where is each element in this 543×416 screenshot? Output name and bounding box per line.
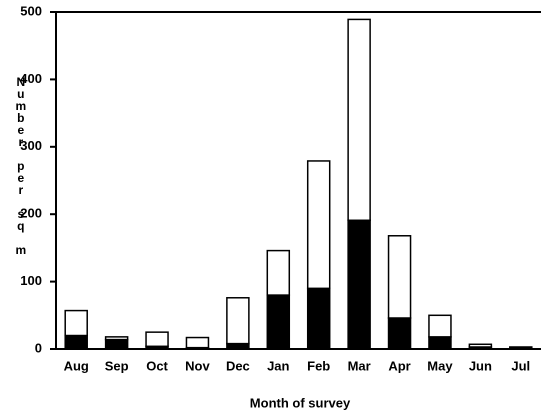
x-tick-label: Jul — [511, 358, 530, 373]
bar-segment — [64, 309, 88, 337]
y-axis-title: Number per sq m — [14, 75, 28, 255]
x-tick-label: Aug — [64, 358, 89, 373]
y-tick-label: 200 — [20, 206, 42, 221]
bar-segment — [387, 317, 412, 350]
x-tick-label: Dec — [226, 358, 250, 373]
bar-segment — [347, 219, 371, 350]
bar-segment — [266, 249, 291, 296]
bar-segment — [428, 314, 452, 338]
bar-segment — [104, 338, 129, 350]
bar-segment — [266, 294, 291, 350]
y-tick-label: 0 — [35, 340, 42, 355]
bar-segment — [185, 336, 210, 349]
bar-segment — [226, 342, 250, 350]
x-tick-label: Apr — [388, 358, 410, 373]
x-tick-label: Feb — [307, 358, 330, 373]
x-axis-title: Month of survey — [250, 395, 351, 410]
bar-segment — [145, 331, 169, 348]
bar-segment — [347, 18, 371, 222]
bar-segment — [104, 336, 129, 341]
bar-segment — [468, 343, 493, 348]
bar-segment — [306, 287, 331, 350]
y-tick-label: 500 — [20, 3, 42, 18]
bar-segment — [387, 235, 412, 319]
x-tick-label: Sep — [105, 358, 129, 373]
x-tick-label: Oct — [146, 358, 168, 373]
bar-segment — [64, 334, 88, 350]
y-tick-label: 400 — [20, 71, 42, 86]
bar-segment — [509, 346, 533, 350]
x-tick-label: May — [427, 358, 453, 373]
x-tick-label: Mar — [348, 358, 371, 373]
bar-segment — [428, 336, 452, 350]
y-tick-label: 100 — [20, 273, 42, 288]
x-tick-label: Nov — [185, 358, 210, 373]
bar-segment — [306, 160, 331, 290]
x-tick-label: Jun — [469, 358, 492, 373]
y-tick-label: 300 — [20, 138, 42, 153]
x-tick-label: Jan — [267, 358, 289, 373]
bar-segment — [226, 297, 250, 345]
